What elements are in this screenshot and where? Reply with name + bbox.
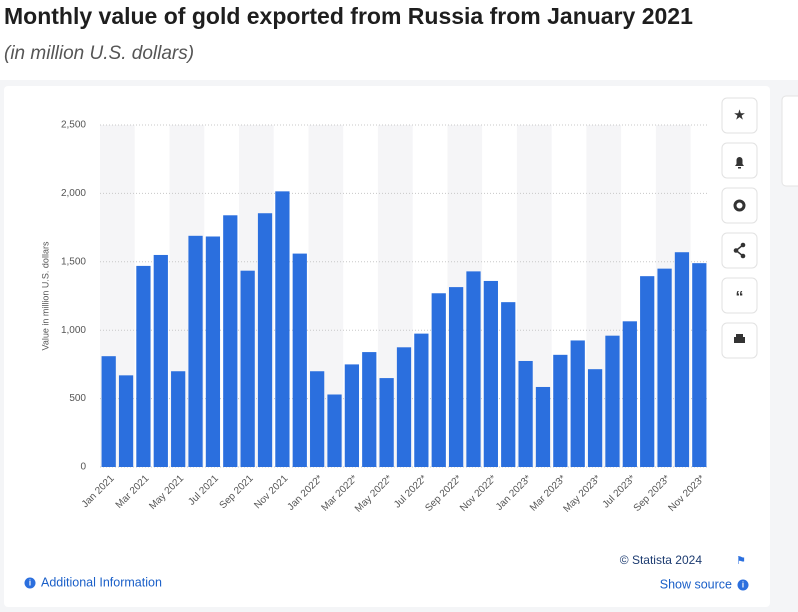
y-tick-label: 2,000 (61, 188, 86, 199)
bar (362, 352, 377, 467)
bar (379, 378, 394, 467)
cite-button[interactable]: “ (721, 277, 758, 314)
bar (257, 213, 273, 467)
bar (501, 302, 516, 467)
bar (310, 371, 325, 467)
chart-subtitle: (in million U.S. dollars) (4, 43, 194, 64)
y-axis-title: Value in million U.S. dollars (40, 241, 50, 350)
favorite-button[interactable]: ★ (721, 97, 758, 134)
bar (448, 287, 464, 467)
toolbar: ★ “ (721, 97, 758, 359)
bar (535, 386, 551, 467)
bar (466, 271, 481, 467)
bar (396, 347, 412, 467)
bar (570, 340, 585, 467)
svg-text:i: i (29, 579, 31, 588)
bar (431, 293, 446, 467)
chart-title: Monthly value of gold exported from Russ… (4, 3, 693, 29)
bar (153, 254, 168, 467)
svg-text:“: “ (736, 289, 744, 306)
bar (657, 268, 672, 467)
additional-info-link[interactable]: i Additional Information (24, 575, 162, 589)
bar (223, 215, 238, 467)
bar (605, 335, 620, 467)
alert-button[interactable] (721, 142, 758, 179)
bar (292, 253, 307, 467)
share-button[interactable] (721, 232, 758, 269)
flag-icon: ⚑ (736, 555, 746, 567)
settings-button[interactable] (721, 187, 758, 224)
svg-text:i: i (742, 581, 744, 590)
bar (101, 356, 116, 467)
bar (692, 263, 707, 467)
print-button[interactable] (721, 322, 758, 359)
bar (622, 321, 637, 467)
show-source-link[interactable]: Show source i (660, 577, 749, 591)
bar (327, 394, 342, 467)
bar (240, 270, 255, 467)
y-tick-label: 1,500 (61, 256, 86, 267)
side-card (781, 95, 798, 187)
bar (275, 191, 290, 467)
y-tick-label: 0 (80, 462, 86, 473)
bar (344, 364, 360, 467)
additional-info[interactable]: Additional Information (41, 575, 162, 589)
bar (587, 369, 603, 467)
bar (118, 375, 134, 467)
bar (518, 360, 533, 467)
y-tick-label: 2,500 (61, 120, 86, 131)
bar (483, 280, 498, 467)
y-tick-label: 1,000 (61, 325, 86, 336)
bar (674, 252, 690, 467)
header-bg (0, 0, 798, 80)
bar (205, 236, 221, 467)
copyright: © Statista 2024 (620, 553, 703, 567)
bar (171, 371, 186, 467)
bar (640, 276, 655, 467)
bar (136, 265, 151, 467)
svg-text:★: ★ (733, 107, 746, 123)
bar (188, 235, 203, 467)
bar (553, 354, 568, 467)
y-tick-label: 500 (69, 393, 86, 404)
show-source[interactable]: Show source (660, 577, 732, 591)
bar (414, 333, 429, 467)
